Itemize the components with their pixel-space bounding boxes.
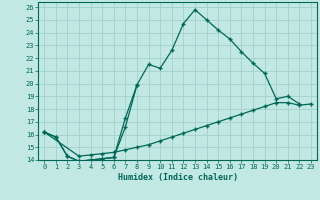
- X-axis label: Humidex (Indice chaleur): Humidex (Indice chaleur): [118, 173, 238, 182]
